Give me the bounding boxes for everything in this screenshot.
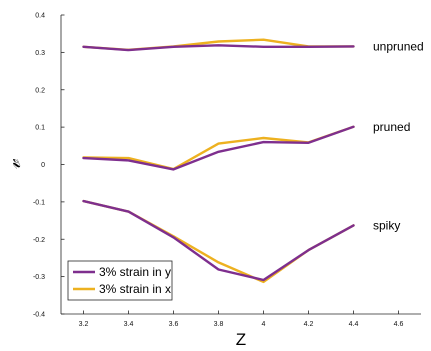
series-line-unpruned-strain-y xyxy=(82,44,355,52)
x-tick-label: 3.8 xyxy=(214,321,224,328)
y-tick-label: -0.3 xyxy=(33,274,45,281)
x-tick-label: 3.6 xyxy=(169,321,179,328)
legend-label: 3% strain in x xyxy=(99,282,171,296)
x-tick-label: 4.2 xyxy=(304,321,314,328)
y-tick-label: 0.2 xyxy=(35,87,45,94)
annotations: unpruned pruned spiky xyxy=(373,39,424,232)
plot-lines xyxy=(82,38,355,284)
x-tick-label: 3.4 xyxy=(124,321,134,328)
y-axis-label: 𝓋 xyxy=(1,158,25,169)
y-tick-label: -0.2 xyxy=(33,237,45,244)
legend: 3% strain in y 3% strain in x xyxy=(67,260,173,301)
series-line-pruned-strain-y xyxy=(82,125,355,171)
annotation-pruned: pruned xyxy=(373,120,410,134)
x-axis-label: Z xyxy=(236,330,246,349)
x-tick-label: 3.2 xyxy=(79,321,89,328)
x-tick-label: 4.4 xyxy=(349,321,359,328)
legend-label: 3% strain in y xyxy=(99,265,171,279)
y-tick-label: 0.4 xyxy=(35,13,45,20)
series-line-spiky-strain-y xyxy=(82,199,355,282)
y-tick-label: 0.1 xyxy=(35,125,45,132)
axes: 3.2 3.4 3.6 3.8 4 4.2 4.4 4.6 0.4 0.3 0.2 0.1 0 -0.1 -… xyxy=(33,13,421,328)
x-tick-label: 4 xyxy=(262,321,266,328)
annotation-spiky: spiky xyxy=(373,218,400,232)
y-tick-label: 0.3 xyxy=(35,50,45,57)
legend-box xyxy=(67,260,173,301)
x-tick-label: 4.6 xyxy=(394,321,404,328)
annotation-unpruned: unpruned xyxy=(373,39,424,53)
y-tick-label: -0.4 xyxy=(33,312,45,319)
y-tick-label: 0 xyxy=(41,162,45,169)
y-tick-label: -0.1 xyxy=(33,199,45,206)
